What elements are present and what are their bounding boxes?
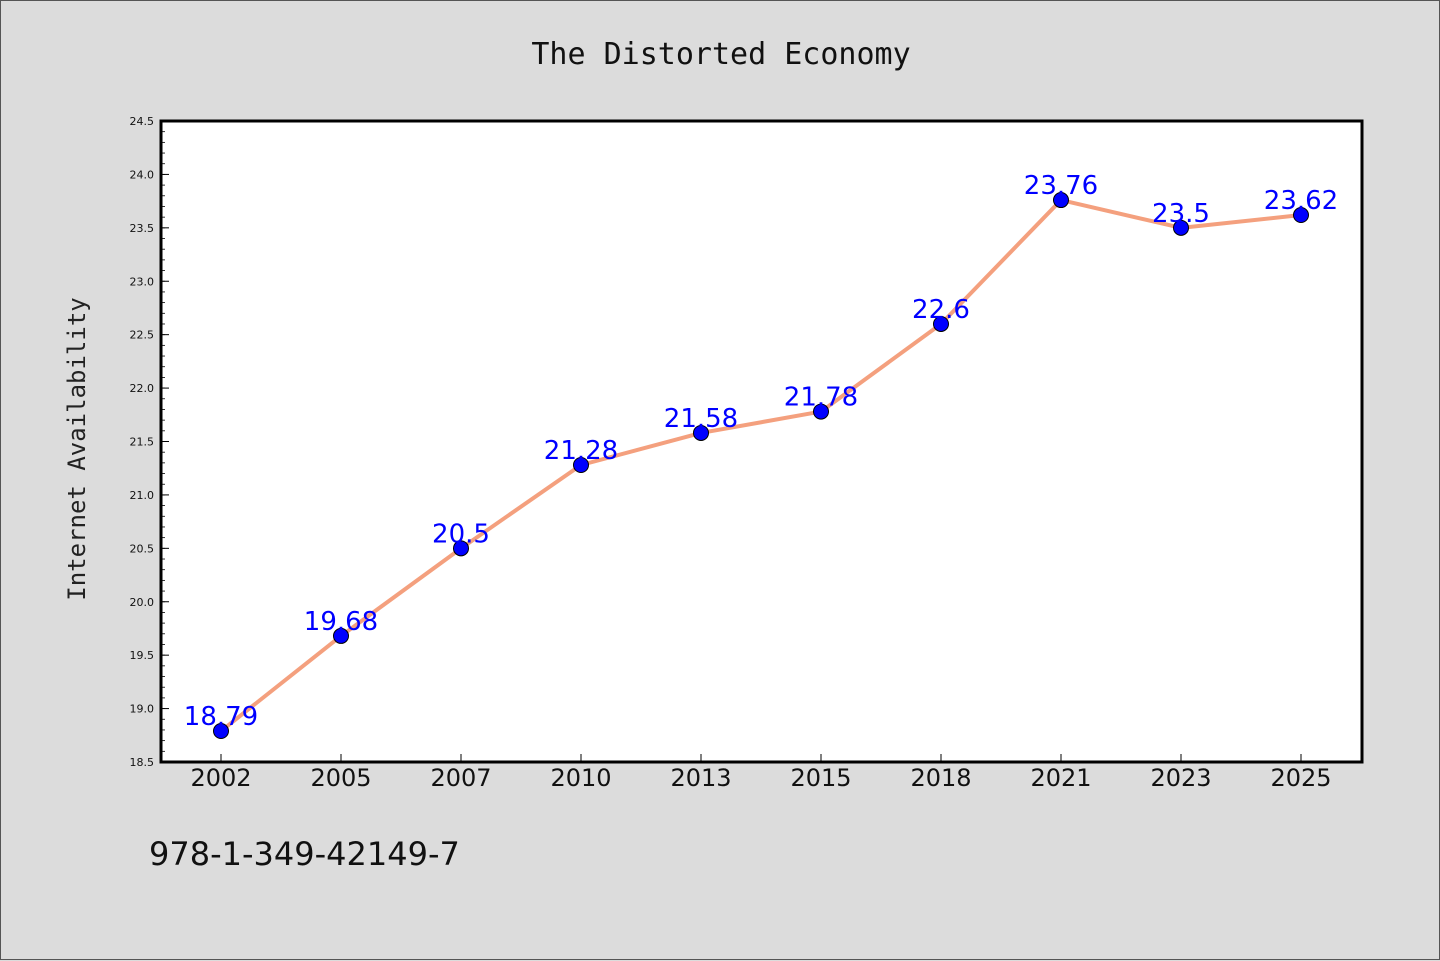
data-label: 23.62 xyxy=(1264,186,1338,216)
y-tick-label: 22.0 xyxy=(130,382,155,395)
x-axis: 2002 2005 2007 2010 2013 2015 2018 2021 2023 2025 xyxy=(190,754,1332,792)
y-tick-label: 22.5 xyxy=(130,329,155,342)
chart-title: The Distorted Economy xyxy=(531,37,910,72)
x-tick-label: 2025 xyxy=(1270,764,1331,792)
data-point xyxy=(1053,192,1069,209)
data-point xyxy=(453,540,469,557)
data-point xyxy=(933,315,949,332)
y-axis: 18.5 19.0 19.5 20.0 20.5 21.0 21.5 22.0 22.5 23.0… xyxy=(130,115,169,769)
data-label: 21.78 xyxy=(784,383,858,413)
x-tick-label: 2005 xyxy=(310,764,371,792)
x-tick-label: 2023 xyxy=(1150,764,1211,792)
y-tick-label: 19.0 xyxy=(130,703,155,716)
x-tick-label: 2007 xyxy=(430,764,491,792)
y-tick-label: 24.5 xyxy=(130,115,155,128)
y-tick-label: 21.5 xyxy=(130,436,155,449)
series-group xyxy=(213,192,1309,740)
y-tick-label: 20.0 xyxy=(130,596,155,609)
data-label: 23.76 xyxy=(1024,171,1098,201)
data-point xyxy=(693,424,709,441)
x-tick-label: 2013 xyxy=(670,764,731,792)
data-label: 23.5 xyxy=(1152,199,1210,229)
y-axis-label: Internet Availability xyxy=(63,297,91,600)
data-point xyxy=(813,403,829,420)
plot-border xyxy=(159,119,1364,764)
data-point xyxy=(1293,207,1309,224)
data-label: 21.28 xyxy=(544,436,618,466)
x-tick-label: 2018 xyxy=(910,764,971,792)
plot-area xyxy=(161,121,1362,762)
data-point xyxy=(573,457,589,474)
data-label: 21.58 xyxy=(664,404,738,434)
x-tick-label: 2015 xyxy=(790,764,851,792)
x-tick-label: 2021 xyxy=(1030,764,1091,792)
data-label: 19.68 xyxy=(304,607,378,637)
y-tick-label: 20.5 xyxy=(130,542,155,555)
data-point xyxy=(1173,219,1189,236)
data-label: 22.6 xyxy=(912,295,970,325)
series-line xyxy=(219,198,1302,733)
data-point xyxy=(333,627,349,644)
x-tick-label: 2010 xyxy=(550,764,611,792)
footer-code: 978-1-349-42149-7 xyxy=(149,835,460,873)
data-label: 18.79 xyxy=(184,702,258,732)
data-label-group: 18.79 19.68 20.5 21.28 21.58 21.78 22.6 23.76 23… xyxy=(184,171,1338,732)
y-tick-label: 24.0 xyxy=(130,168,155,181)
x-tick-label: 2002 xyxy=(190,764,251,792)
data-point xyxy=(213,723,229,740)
y-tick-label: 23.5 xyxy=(130,222,155,235)
data-label: 20.5 xyxy=(432,519,490,549)
y-tick-label: 21.0 xyxy=(130,489,155,502)
y-tick-label: 23.0 xyxy=(130,275,155,288)
y-tick-label: 18.5 xyxy=(130,756,155,769)
y-tick-label: 19.5 xyxy=(130,649,155,662)
